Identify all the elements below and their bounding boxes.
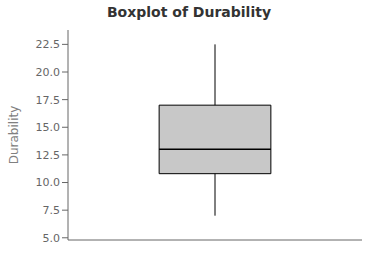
svg-text:17.5: 17.5 [36, 94, 61, 107]
svg-text:10.0: 10.0 [36, 176, 61, 189]
svg-text:22.5: 22.5 [36, 38, 61, 51]
svg-text:20.0: 20.0 [36, 66, 61, 79]
svg-text:7.5: 7.5 [43, 204, 61, 217]
svg-text:5.0: 5.0 [43, 232, 61, 245]
svg-text:Durability: Durability [8, 106, 21, 165]
svg-text:12.5: 12.5 [36, 149, 61, 162]
svg-text:15.0: 15.0 [36, 121, 61, 134]
html-text:Boxplot of Durability: Boxplot of Durability [107, 4, 271, 20]
